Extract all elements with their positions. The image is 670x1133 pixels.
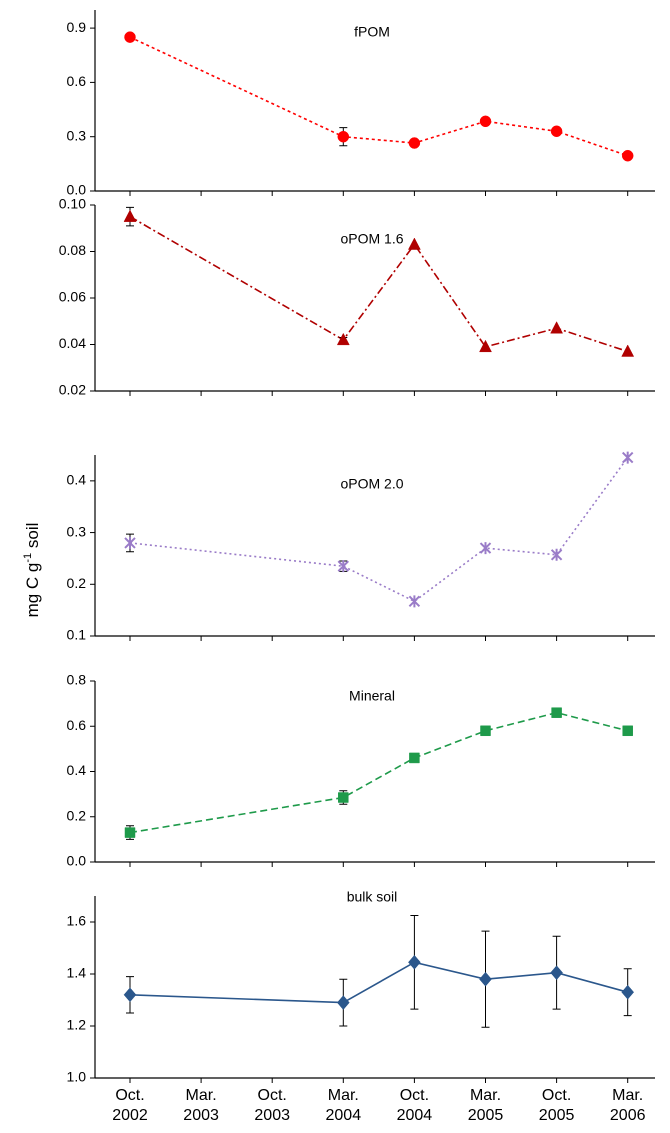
- data-point: [479, 971, 492, 987]
- data-point: [408, 595, 421, 608]
- panel-title: oPOM 2.0: [340, 476, 403, 492]
- data-point: [337, 560, 350, 573]
- x-tick-label: Oct. 2005: [538, 1087, 575, 1124]
- y-tick-label: 0.0: [67, 182, 87, 198]
- x-tick-label: Mar. 2005: [467, 1087, 504, 1124]
- y-axis-label: mg C g-1 soil: [22, 523, 43, 618]
- data-point: [124, 31, 136, 43]
- data-point: [407, 237, 421, 250]
- y-label-rest: soil: [23, 523, 42, 553]
- series-line: [129, 215, 628, 353]
- data-point: [550, 965, 563, 981]
- y-tick-label: 0.2: [67, 575, 87, 591]
- data-point: [479, 542, 492, 555]
- data-point: [622, 725, 633, 737]
- y-label-text: mg C g: [23, 563, 42, 618]
- y-tick-label: 0.10: [59, 196, 86, 212]
- y-tick-label: 0.06: [59, 289, 86, 305]
- data-point: [336, 332, 350, 346]
- data-point: [409, 752, 420, 764]
- y-tick-label: 0.08: [59, 242, 86, 258]
- data-point: [338, 792, 349, 803]
- x-tick-label: Mar. 2006: [609, 1087, 646, 1124]
- data-point: [551, 707, 562, 718]
- data-point: [336, 995, 350, 1010]
- series-line: [129, 36, 628, 157]
- y-label-sup: -1: [22, 553, 34, 563]
- data-point: [408, 137, 421, 149]
- data-point: [480, 725, 491, 737]
- data-point: [550, 548, 563, 561]
- x-tick-label: Mar. 2003: [183, 1087, 219, 1124]
- data-point: [124, 536, 136, 549]
- y-tick-label: 0.9: [67, 19, 87, 35]
- y-tick-label: 0.1: [67, 627, 87, 643]
- data-point: [550, 125, 563, 137]
- series-line: [129, 961, 628, 1004]
- y-tick-label: 1.6: [67, 913, 87, 929]
- y-tick-label: 0.02: [59, 382, 86, 398]
- y-tick-label: 0.3: [67, 523, 87, 539]
- y-tick-label: 1.0: [67, 1069, 87, 1085]
- data-point: [124, 827, 136, 838]
- data-point: [123, 209, 137, 222]
- y-tick-label: 1.4: [67, 965, 87, 981]
- x-tick-label: Mar. 2004: [325, 1087, 362, 1124]
- x-tick-label: Oct. 2004: [396, 1087, 433, 1124]
- y-tick-label: 1.2: [67, 1017, 87, 1033]
- data-point: [621, 150, 634, 162]
- y-tick-label: 0.4: [67, 762, 87, 778]
- y-tick-label: 0.0: [67, 853, 87, 869]
- panel-title: Mineral: [349, 688, 395, 704]
- data-point: [479, 339, 492, 353]
- data-point: [550, 321, 564, 334]
- data-point: [621, 451, 634, 464]
- x-tick-label: Oct. 2003: [254, 1087, 290, 1124]
- panel-title: fPOM: [354, 24, 390, 40]
- data-point: [123, 987, 137, 1003]
- y-tick-label: 0.6: [67, 73, 87, 89]
- y-tick-label: 0.4: [67, 472, 87, 488]
- y-tick-label: 0.6: [67, 717, 87, 733]
- y-tick-label: 0.8: [67, 672, 87, 688]
- data-point: [337, 131, 350, 143]
- data-point: [621, 984, 635, 1000]
- data-point: [479, 115, 492, 127]
- series-line: [129, 711, 628, 834]
- y-tick-label: 0.2: [67, 807, 87, 823]
- panel-title: oPOM 1.6: [340, 231, 403, 247]
- y-tick-label: 0.3: [67, 127, 87, 143]
- x-tick-label: Oct. 2002: [112, 1087, 148, 1124]
- y-tick-label: 0.04: [59, 335, 86, 351]
- panel-title: bulk soil: [347, 889, 398, 905]
- data-point: [621, 344, 635, 357]
- data-point: [408, 954, 421, 970]
